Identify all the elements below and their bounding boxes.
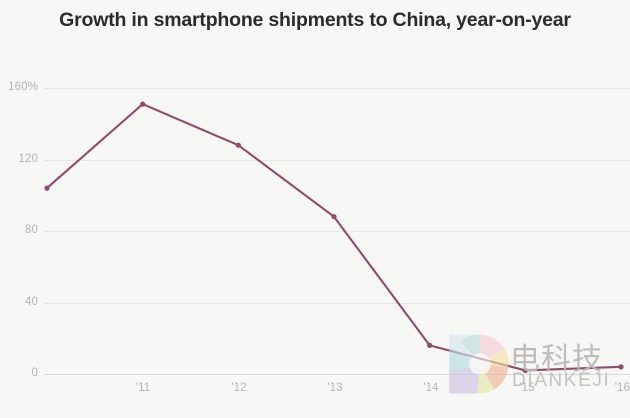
gridline-80 — [44, 231, 630, 232]
series-point — [618, 364, 624, 370]
gridline-40 — [44, 303, 630, 304]
series-point — [44, 185, 50, 191]
gridline-160 — [44, 88, 630, 89]
x-axis-tick-13: '13 — [327, 382, 343, 394]
x-axis-tick-16: '16 — [614, 382, 630, 394]
gridline-0 — [44, 374, 630, 375]
series-line — [45, 103, 623, 372]
x-axis-tick-14: '14 — [423, 382, 439, 394]
series-points — [44, 101, 624, 374]
x-axis-tick-11: '11 — [135, 382, 151, 394]
y-axis-tick-0: 0 — [31, 367, 38, 379]
x-axis-tick-12: '12 — [231, 382, 247, 394]
series-point — [140, 101, 146, 107]
series-point — [427, 342, 433, 348]
gridline-120 — [44, 160, 630, 161]
series-point — [331, 214, 337, 220]
y-axis-tick-40: 40 — [25, 296, 38, 308]
y-axis-tick-160: 160% — [8, 81, 38, 93]
series-point — [235, 142, 241, 148]
y-axis-tick-80: 80 — [25, 224, 38, 236]
chart-title: Growth in smartphone shipments to China,… — [59, 9, 571, 31]
y-axis-tick-120: 120 — [18, 153, 38, 165]
x-axis-tick-15: '15 — [519, 382, 535, 394]
series-point — [522, 367, 528, 374]
